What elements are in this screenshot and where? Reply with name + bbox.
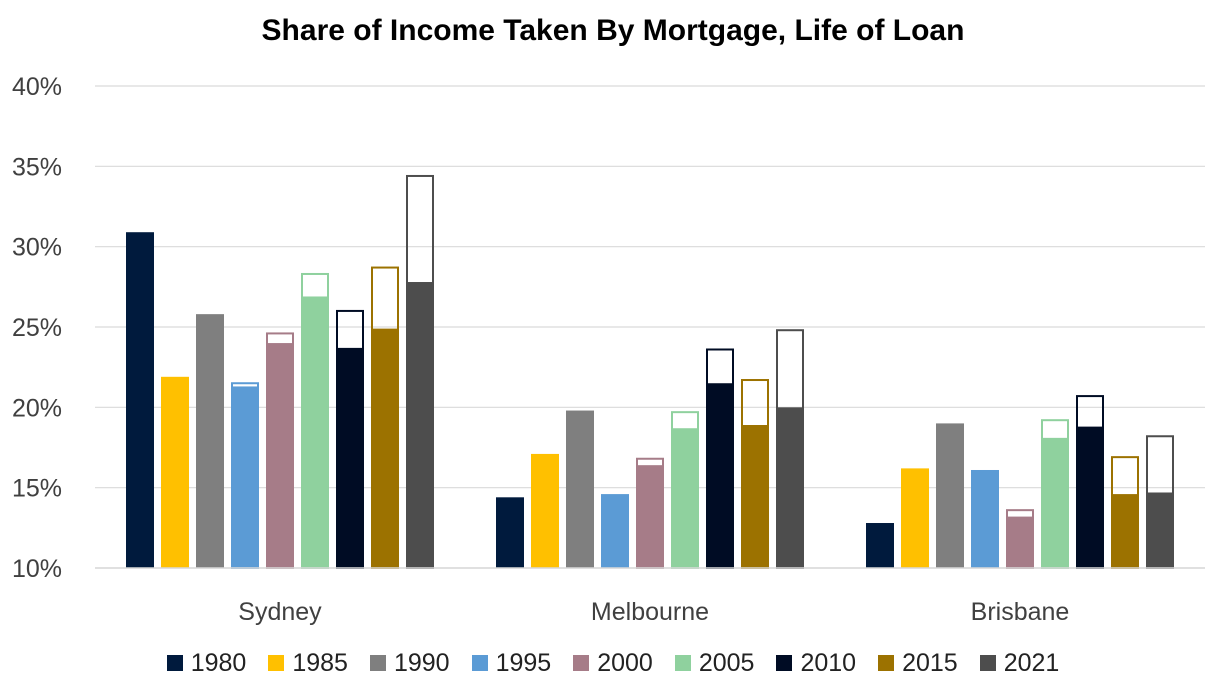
y-tick-label: 10% (12, 555, 62, 583)
chart-title: Share of Income Taken By Mortgage, Life … (261, 14, 965, 47)
y-tick-label: 15% (12, 475, 62, 503)
legend-swatch (369, 655, 386, 671)
bar-1980-melbourne (496, 497, 524, 568)
legend: 1980 1985 1990 1995 2000 2005 2010 2015 2021 (0, 646, 1226, 680)
y-tick-label: 30% (12, 234, 62, 262)
bar-chart: 10% 15% 20% 25% 30% 35% 40% Sydney Melbourne Bri… (12, 73, 1205, 626)
legend-label: 2010 (800, 648, 857, 677)
legend-label: 1980 (190, 648, 247, 677)
bar-2000-sydney (266, 343, 294, 568)
legend-label: 1985 (292, 648, 348, 677)
legend-swatch (166, 655, 183, 671)
bar-2015-melbourne (741, 425, 769, 568)
legend-item-1985: 1985 (268, 649, 348, 678)
legend-swatch (268, 655, 285, 671)
x-axis-categories: Sydney Melbourne Brisbane (238, 598, 1069, 626)
legend-label: 2005 (698, 648, 755, 677)
bar-2000-brisbane (1006, 516, 1034, 568)
bars (95, 174, 1205, 570)
legend-swatch (878, 655, 895, 671)
y-axis-ticks: 10% 15% 20% 25% 30% 35% 40% (12, 73, 62, 583)
legend-item-2005: 2005 (674, 648, 755, 678)
category-label-melbourne: Melbourne (591, 598, 709, 626)
legend-label: 1990 (393, 648, 450, 677)
bar-2021-brisbane (1146, 492, 1174, 568)
bar-1980-sydney (126, 232, 154, 568)
category-label-sydney: Sydney (238, 598, 322, 626)
bar-1995-melbourne (601, 494, 629, 568)
bar-2005-melbourne (671, 428, 699, 568)
legend-label: 2015 (902, 648, 958, 677)
bar-2021-sydney (406, 282, 434, 568)
legend-item-1995: 1995 (471, 648, 552, 678)
bar-1985-melbourne (531, 453, 559, 568)
legend-item-1980: 1980 (166, 648, 247, 678)
bar-1995-sydney (231, 386, 259, 568)
y-tick-label: 20% (12, 394, 62, 422)
legend-item-2015: 2015 (878, 649, 958, 678)
legend-item-2010: 2010 (776, 649, 856, 678)
legend-swatch (674, 655, 691, 671)
bar-1990-brisbane (936, 423, 964, 568)
bar-1990-melbourne (566, 410, 594, 568)
bar-1980-brisbane (866, 523, 894, 568)
legend-swatch (573, 655, 590, 671)
legend-item-2000: 2000 (573, 649, 653, 678)
legend-swatch (471, 655, 488, 671)
y-tick-label: 25% (12, 314, 62, 342)
bar-2000-melbourne (636, 465, 664, 568)
legend-item-1990: 1990 (369, 648, 450, 678)
legend-label: 1995 (495, 648, 552, 677)
bar-1985-brisbane (901, 468, 929, 568)
bar-2010-melbourne (706, 383, 734, 568)
y-tick-label: 40% (12, 73, 62, 101)
bar-1990-sydney (196, 314, 224, 568)
bar-2021-melbourne (776, 407, 804, 568)
legend-swatch (979, 655, 996, 671)
bar-2015-sydney (371, 328, 399, 568)
bar-2010-sydney (336, 347, 364, 568)
legend-swatch (776, 655, 793, 671)
category-label-brisbane: Brisbane (971, 598, 1070, 626)
legend-label: 2021 (1003, 648, 1060, 677)
bar-2005-brisbane (1041, 437, 1069, 568)
legend-item-2021: 2021 (979, 648, 1060, 678)
y-tick-label: 35% (12, 153, 62, 181)
bar-1985-sydney (161, 376, 189, 568)
bar-2005-sydney (301, 296, 329, 568)
bar-2010-brisbane (1076, 426, 1104, 568)
legend-label: 2000 (597, 648, 653, 677)
bar-1995-brisbane (971, 469, 999, 568)
bar-2015-brisbane (1111, 494, 1139, 568)
